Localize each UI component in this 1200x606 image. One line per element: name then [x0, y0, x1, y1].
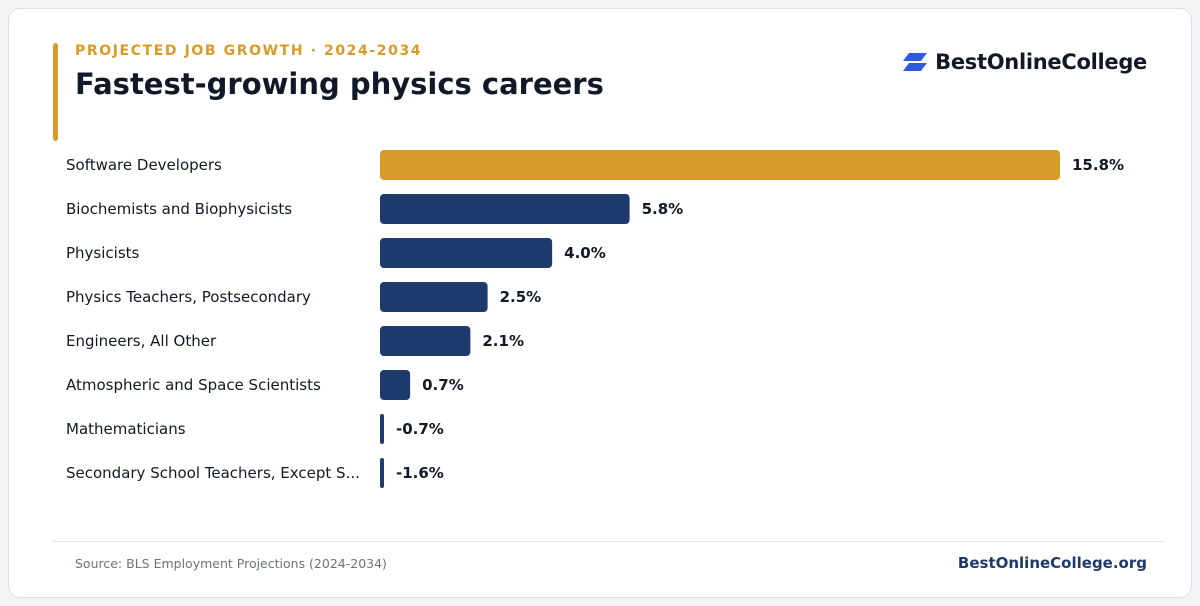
value-label: 15.8%: [1072, 156, 1124, 174]
category-label: Mathematicians: [66, 420, 186, 438]
category-label: Engineers, All Other: [66, 332, 217, 350]
value-label: 0.7%: [422, 376, 464, 394]
bar[interactable]: [380, 238, 553, 268]
value-label: 2.1%: [482, 332, 524, 350]
category-label: Secondary School Teachers, Except S...: [66, 464, 360, 482]
category-label: Physics Teachers, Postsecondary: [66, 288, 311, 306]
value-label: -0.7%: [396, 420, 444, 438]
value-label: 4.0%: [564, 244, 606, 262]
chart-card: PROJECTED JOB GROWTH · 2024-2034 Fastest…: [8, 8, 1192, 598]
value-label: 2.5%: [500, 288, 542, 306]
bar[interactable]: [380, 326, 471, 356]
brand-name: BestOnlineCollege: [935, 50, 1147, 74]
bar[interactable]: [380, 282, 488, 312]
brand-logo[interactable]: BestOnlineCollege: [903, 49, 1147, 75]
category-label: Physicists: [66, 244, 140, 262]
bar[interactable]: [380, 150, 1060, 180]
bar[interactable]: [380, 370, 411, 400]
chart-title: Fastest-growing physics careers: [75, 67, 604, 101]
bar[interactable]: [380, 194, 630, 224]
value-label: -1.6%: [396, 464, 444, 482]
category-label: Software Developers: [66, 156, 222, 174]
bar[interactable]: [380, 414, 384, 444]
brand-logo-icon: [903, 53, 928, 71]
source-note: Source: BLS Employment Projections (2024…: [75, 556, 387, 571]
chart-kicker: PROJECTED JOB GROWTH · 2024-2034: [75, 43, 423, 59]
bar[interactable]: [380, 458, 384, 488]
footer-divider: [53, 541, 1165, 542]
category-label: Biochemists and Biophysicists: [66, 200, 292, 218]
category-label: Atmospheric and Space Scientists: [66, 376, 321, 394]
accent-bar: [53, 43, 58, 141]
site-link[interactable]: BestOnlineCollege.org: [957, 554, 1147, 572]
value-label: 5.8%: [642, 200, 684, 218]
